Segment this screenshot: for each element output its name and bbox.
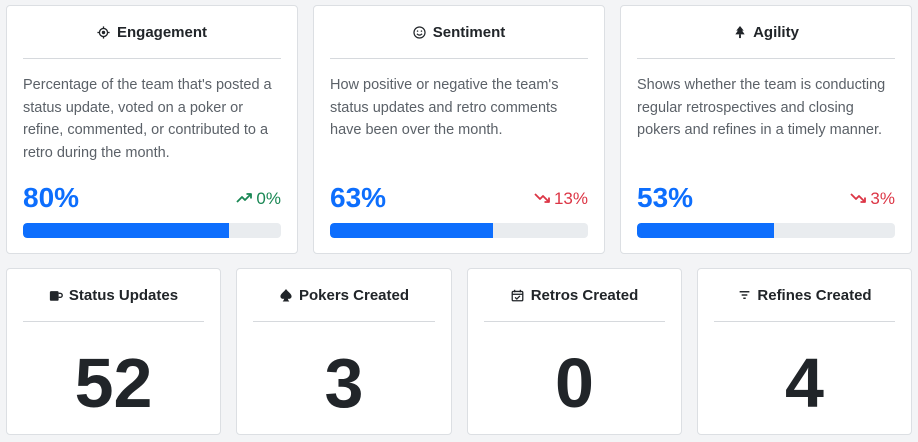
progress-bar bbox=[23, 223, 281, 238]
trend-value: 13% bbox=[553, 189, 588, 208]
progress-bar bbox=[330, 223, 588, 238]
card-description: Percentage of the team that's posted a s… bbox=[23, 77, 272, 161]
trend-value: 3% bbox=[870, 189, 895, 208]
trend-indicator: 3% bbox=[850, 189, 895, 209]
smiley-icon bbox=[413, 25, 427, 39]
progress-bar-fill bbox=[637, 223, 774, 238]
card-title: Engagement bbox=[116, 23, 207, 41]
count-card-retros-created: Retros Created 0 bbox=[467, 268, 682, 435]
card-header: Status Updates bbox=[23, 269, 204, 322]
metric-card-sentiment: Sentiment How positive or negative the t… bbox=[313, 5, 605, 254]
metric-value: 53% bbox=[637, 182, 694, 213]
card-description: How positive or negative the team's stat… bbox=[330, 77, 559, 138]
card-title: Pokers Created bbox=[298, 286, 410, 304]
card-header: Pokers Created bbox=[253, 269, 435, 322]
trend-value: 0% bbox=[256, 189, 281, 208]
card-title: Refines Created bbox=[757, 286, 872, 304]
tree-icon bbox=[733, 25, 747, 39]
metric-value: 63% bbox=[330, 182, 387, 213]
count-card-status-updates: Status Updates 52 bbox=[6, 268, 221, 435]
count-value: 0 bbox=[555, 344, 594, 422]
count-value: 4 bbox=[785, 344, 824, 422]
card-header: Refines Created bbox=[714, 269, 895, 322]
card-title: Status Updates bbox=[68, 286, 179, 304]
metric-card-engagement: Engagement Percentage of the team that's… bbox=[6, 5, 298, 254]
count-value: 3 bbox=[324, 344, 364, 422]
metric-card-agility: Agility Shows whether the team is conduc… bbox=[620, 5, 912, 254]
card-header: Agility bbox=[637, 6, 895, 59]
card-header: Retros Created bbox=[484, 269, 665, 322]
progress-bar bbox=[637, 223, 895, 238]
card-description: Shows whether the team is conducting reg… bbox=[637, 77, 886, 138]
filter-icon bbox=[737, 288, 751, 302]
count-card-refines-created: Refines Created 4 bbox=[697, 268, 912, 435]
trend-indicator: 0% bbox=[236, 189, 281, 209]
calendar-check-icon bbox=[511, 288, 525, 302]
progress-bar-fill bbox=[330, 223, 493, 238]
spade-icon bbox=[279, 288, 293, 302]
metric-value: 80% bbox=[23, 182, 80, 213]
trending-down-icon bbox=[534, 189, 550, 209]
coffee-cup-icon bbox=[49, 288, 63, 302]
progress-bar-fill bbox=[23, 223, 230, 238]
card-header: Sentiment bbox=[330, 6, 588, 59]
card-title: Agility bbox=[753, 23, 799, 41]
trend-indicator: 13% bbox=[534, 189, 588, 209]
card-title: Retros Created bbox=[530, 286, 639, 304]
crosshair-icon bbox=[97, 25, 111, 39]
card-title: Sentiment bbox=[432, 23, 506, 41]
count-value: 52 bbox=[74, 344, 153, 422]
trending-up-icon bbox=[236, 189, 253, 209]
trending-down-icon bbox=[850, 189, 867, 209]
card-header: Engagement bbox=[23, 6, 281, 59]
count-card-pokers-created: Pokers Created 3 bbox=[236, 268, 452, 435]
